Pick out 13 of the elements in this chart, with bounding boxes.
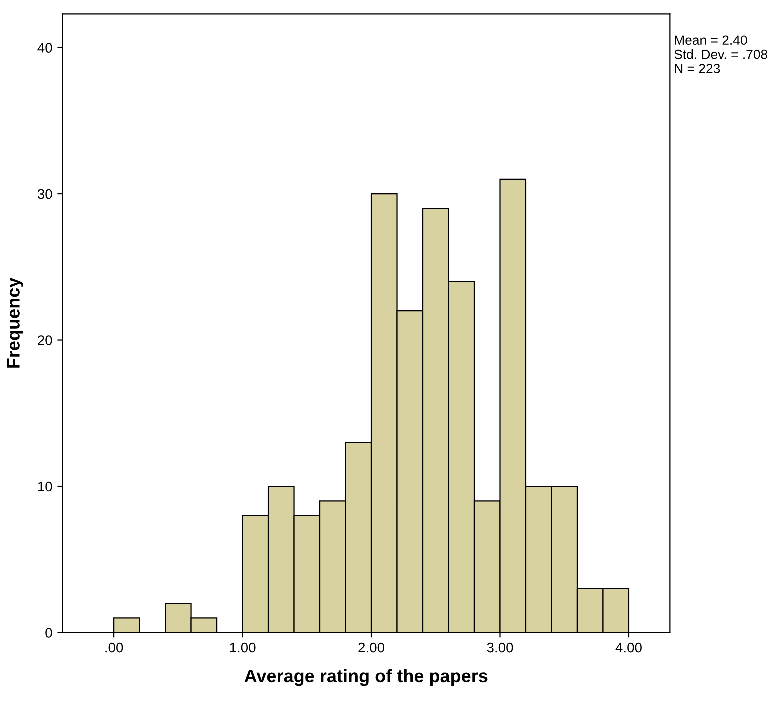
y-axis-title: Frequency (7, 278, 24, 368)
x-axis-title: Average rating of the papers (244, 669, 488, 686)
x-tick-label: 3.00 (487, 642, 514, 653)
y-tick-label: 10 (38, 482, 52, 492)
y-tick-label: 20 (38, 336, 52, 346)
y-tick-label: 30 (38, 189, 52, 200)
y-tick-label: 0 (46, 628, 52, 638)
y-tick-label: 40 (38, 43, 52, 53)
x-tick-label: 4.00 (616, 642, 642, 653)
text: Mean = 2.40 Std. Dev. = .708 N = 223 (674, 36, 768, 74)
x-tick-label: .00 (106, 642, 124, 653)
x-tick-label: 2.00 (358, 642, 384, 653)
x-tick-label: 1.00 (230, 642, 256, 653)
